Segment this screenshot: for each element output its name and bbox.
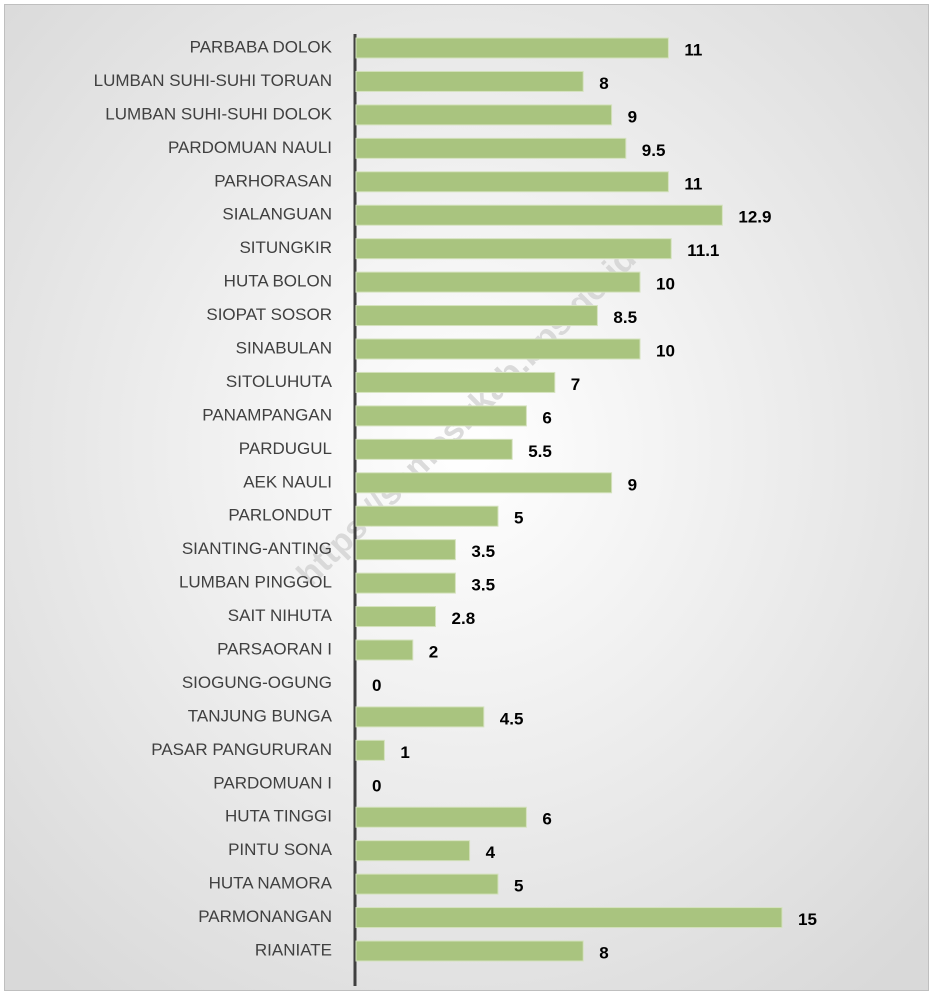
category-label: PARDOMUAN I (213, 773, 332, 792)
value-label: 2 (429, 642, 438, 661)
bar (355, 371, 556, 393)
category-label: PANAMPANGAN (202, 405, 332, 424)
value-label: 6 (542, 810, 551, 829)
value-label: 11 (684, 40, 702, 59)
bar (355, 572, 456, 594)
value-label: 10 (656, 341, 675, 360)
value-label: 11 (684, 174, 702, 193)
category-label: SIALANGUAN (222, 205, 332, 224)
value-label: 9.5 (642, 141, 666, 160)
value-label: 9 (628, 475, 637, 494)
category-label: SAIT NIHUTA (228, 606, 333, 625)
bar (355, 606, 437, 628)
category-label: PARMONANGAN (198, 907, 332, 926)
value-label: 4.5 (500, 709, 524, 728)
value-label: 5 (514, 877, 523, 896)
value-label: 8.5 (613, 308, 637, 327)
bar (355, 907, 783, 929)
category-label: PASAR PANGURURAN (151, 740, 332, 759)
value-label: 6 (542, 408, 551, 427)
category-label: HUTA BOLON (224, 272, 332, 291)
bar (355, 438, 513, 460)
category-label: SIOGUNG-OGUNG (182, 673, 332, 692)
category-label: PINTU SONA (228, 840, 333, 859)
category-label: PARHORASAN (214, 171, 332, 190)
value-label: 0 (372, 676, 381, 695)
value-label: 9 (628, 107, 637, 126)
bar (355, 505, 499, 527)
bar (355, 305, 598, 327)
category-label: LUMBAN SUHI-SUHI TORUAN (94, 71, 332, 90)
bar (355, 271, 641, 293)
category-label: SITUNGKIR (239, 238, 332, 257)
category-label: SINABULAN (236, 338, 332, 357)
bar (355, 405, 527, 427)
value-label: 8 (599, 74, 608, 93)
value-label: 2.8 (452, 609, 476, 628)
bar (355, 137, 627, 159)
bar (355, 873, 499, 895)
bar (355, 171, 669, 193)
category-label: PARDOMUAN NAULI (168, 138, 332, 157)
bar (355, 806, 527, 828)
bar (355, 204, 723, 226)
value-label: 7 (571, 375, 580, 394)
category-label: HUTA NAMORA (209, 874, 333, 893)
category-label: PARBABA DOLOK (190, 37, 333, 56)
category-label: HUTA TINGGI (225, 807, 332, 826)
category-label: AEK NAULI (243, 472, 332, 491)
bar (355, 840, 471, 862)
category-label: TANJUNG BUNGA (188, 706, 333, 725)
category-label: SITOLUHUTA (226, 372, 333, 391)
category-label: LUMBAN SUHI-SUHI DOLOK (105, 104, 332, 123)
bar (355, 472, 613, 494)
value-label: 5.5 (528, 442, 552, 461)
value-label: 8 (599, 943, 608, 962)
category-label: PARSAORAN I (217, 639, 332, 658)
value-label: 3.5 (471, 542, 495, 561)
bar (355, 238, 672, 260)
value-label: 3.5 (471, 576, 495, 595)
bar (355, 940, 584, 962)
bar (355, 37, 669, 59)
value-label: 10 (656, 275, 675, 294)
category-label: PARLONDUT (228, 506, 332, 525)
category-label: PARDUGUL (239, 439, 332, 458)
bar (355, 539, 456, 561)
value-label: 15 (798, 910, 817, 929)
category-label: SIOPAT SOSOR (206, 305, 332, 324)
value-label: 5 (514, 509, 523, 528)
category-label: LUMBAN PINGGOL (179, 573, 332, 592)
value-label: 11.1 (687, 241, 719, 260)
bar (355, 739, 385, 761)
bar (355, 706, 485, 728)
value-label: 0 (372, 776, 381, 795)
category-label: SIANTING-ANTING (182, 539, 332, 558)
value-label: 12.9 (738, 208, 771, 227)
bar (355, 639, 414, 661)
bar (355, 70, 584, 92)
bar (355, 104, 613, 126)
bar (355, 338, 641, 360)
value-label: 1 (400, 743, 409, 762)
value-label: 4 (486, 843, 496, 862)
category-label: RIANIATE (255, 940, 332, 959)
